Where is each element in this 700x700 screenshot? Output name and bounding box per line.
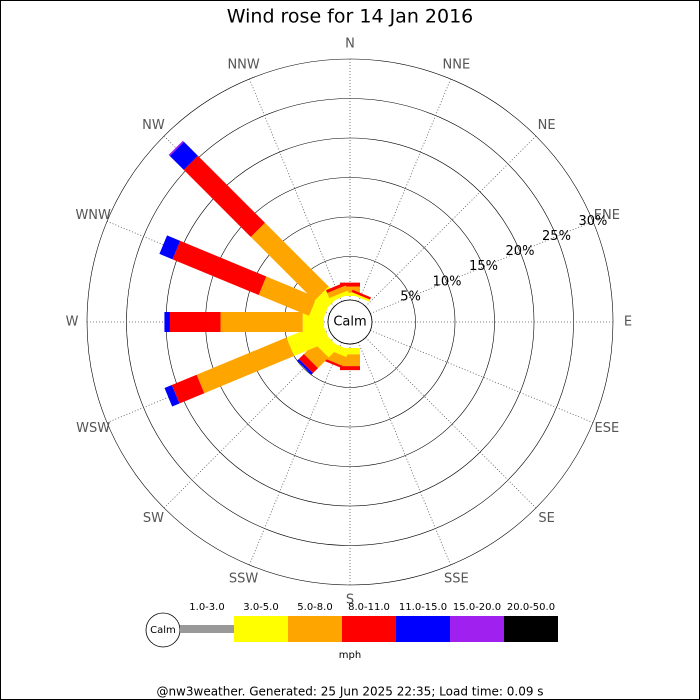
- bar-segment: [340, 366, 360, 371]
- direction-label: N: [345, 37, 355, 52]
- calm-label: Calm: [333, 315, 366, 330]
- calm-circle: [327, 299, 373, 345]
- bar-segment: [169, 312, 221, 332]
- legend-swatch: [450, 616, 504, 642]
- bar-segment: [196, 337, 295, 394]
- legend-label: 20.0-50.0: [507, 602, 555, 613]
- legend-swatch: [396, 616, 450, 642]
- bar-segment: [169, 141, 198, 170]
- bar-segment: [329, 290, 350, 302]
- bar-segment: [298, 353, 319, 374]
- legend-swatch: [234, 616, 288, 642]
- bar-segment: [250, 222, 329, 301]
- r-tick-label: 20%: [506, 244, 535, 259]
- direction-label: ENE: [594, 208, 620, 223]
- legend-swatch: [288, 616, 342, 642]
- spoke: [248, 78, 342, 302]
- r-tick-label: 5%: [400, 289, 421, 304]
- spoke: [365, 135, 537, 307]
- legend-label: 1.0-3.0: [189, 602, 224, 613]
- r-tick-label: 10%: [433, 274, 462, 289]
- direction-label: SSE: [444, 571, 469, 586]
- bar-segment: [297, 359, 313, 375]
- spoke: [248, 342, 342, 566]
- bar-segment: [351, 289, 372, 300]
- bar-segment: [164, 312, 170, 332]
- bar-segment: [325, 282, 346, 294]
- direction-label: WSW: [76, 421, 110, 436]
- bar-segment: [350, 291, 371, 302]
- spoke: [370, 330, 594, 424]
- r-tick-label: 25%: [542, 229, 571, 244]
- direction-label: NW: [142, 118, 165, 133]
- bar-segment: [168, 140, 184, 156]
- unit-label: mph: [339, 650, 361, 661]
- direction-label: S: [346, 593, 354, 608]
- direction-label: SSW: [229, 571, 259, 586]
- legend-swatch: [180, 625, 234, 633]
- spoke: [370, 220, 594, 314]
- legend-calm-label: Calm: [150, 625, 176, 636]
- r-tick-label: 30%: [579, 214, 608, 229]
- direction-label: NE: [538, 118, 556, 133]
- legend-swatch: [504, 616, 558, 642]
- bar-segment: [164, 384, 180, 407]
- chart-title: Wind rose for 14 Jan 2016: [227, 6, 474, 28]
- spoke: [163, 337, 335, 509]
- direction-label: SW: [143, 511, 164, 526]
- spoke: [365, 337, 537, 509]
- bar-segment: [323, 358, 343, 369]
- bar-segment: [183, 155, 265, 237]
- spoke: [358, 342, 452, 566]
- legend-swatch: [342, 616, 396, 642]
- direction-label: NNW: [227, 58, 259, 73]
- bar-segment: [258, 276, 317, 316]
- legend-label: 5.0-8.0: [297, 602, 332, 613]
- bar-segment: [303, 343, 329, 369]
- spoke: [358, 78, 452, 302]
- legend-label: 15.0-20.0: [453, 602, 501, 613]
- bar-segment: [171, 374, 205, 404]
- bar-segment: [220, 312, 303, 332]
- direction-label: SE: [538, 511, 554, 526]
- legend-label: 3.0-5.0: [243, 602, 278, 613]
- direction-label: E: [624, 315, 632, 330]
- direction-label: W: [66, 315, 79, 330]
- direction-label: ESE: [594, 421, 619, 436]
- direction-label: NNE: [443, 58, 471, 73]
- bar-segment: [327, 285, 348, 299]
- legend-label: 8.0-11.0: [348, 602, 390, 613]
- footer: @nw3weather. Generated: 25 Jun 2025 22:3…: [156, 685, 543, 699]
- direction-label: WNW: [75, 208, 111, 223]
- bar-segment: [172, 240, 267, 295]
- bar-segment: [159, 235, 181, 260]
- legend-label: 11.0-15.0: [399, 602, 447, 613]
- r-tick-label: 15%: [469, 259, 498, 274]
